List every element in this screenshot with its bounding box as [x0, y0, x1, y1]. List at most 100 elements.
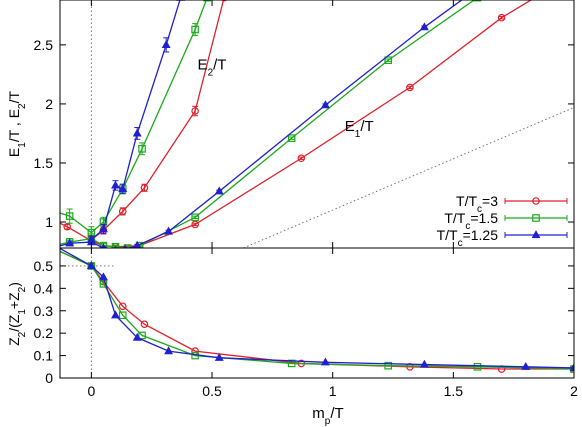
series-line [60, 250, 574, 370]
data-point [111, 180, 120, 189]
y-tick-label: 0.3 [34, 303, 54, 319]
data-point [320, 357, 330, 366]
data-point [384, 56, 392, 65]
data-point [132, 332, 142, 341]
data-point [99, 280, 108, 288]
y-tick-label: 0.4 [34, 280, 54, 296]
top-series-T-Tc-1.5-E1 [40, 0, 482, 251]
legend-item: T/Tc=3 [456, 193, 568, 215]
data-point [123, 244, 128, 248]
y-tick-label: 0.2 [34, 325, 54, 341]
top-y-axis-label: E1/T , E2/T [6, 90, 28, 157]
legend-marker [532, 214, 540, 222]
top-series-T-Tc-1.25-E2 [86, 0, 186, 244]
y-tick-label: 1.5 [34, 155, 54, 171]
data-point [384, 361, 392, 370]
data-point [164, 346, 174, 355]
top-panel: 1 1.5 2 2.5 E2/T E1/T T/Tc=3T/Tc=1.5T/Tc=1.… [6, 0, 575, 253]
data-point [118, 311, 127, 320]
data-point [473, 362, 482, 371]
data-point [406, 83, 414, 92]
data-point [191, 107, 199, 115]
data-point [419, 22, 429, 31]
legend-item: T/Tc=1.5 [444, 210, 568, 232]
y-tick-label: 2 [45, 96, 53, 112]
legend: T/Tc=3T/Tc=1.5T/Tc=1.25 [437, 193, 568, 249]
bottom-panel: 0 0.1 0.2 0.3 0.4 0.5 0 0.5 1 1.5 2 Z2/(Z1+Z2) mp… [6, 235, 578, 427]
x-tick-label: 2 [570, 383, 578, 399]
data-point [40, 247, 47, 253]
reference-line [243, 107, 574, 248]
x-tick-label: 1.5 [444, 383, 464, 399]
data-point [123, 244, 132, 248]
bottom-plot-frame [59, 247, 575, 379]
data-point [118, 302, 127, 311]
annotation-e1: E1/T [345, 118, 374, 140]
data-point [164, 226, 174, 235]
data-point [140, 320, 149, 329]
data-point [86, 261, 96, 270]
data-point [100, 243, 107, 248]
data-point [297, 154, 306, 163]
y-tick-label: 0.1 [34, 348, 54, 364]
bottom-series-T-Tc-1.5 [40, 240, 574, 373]
y-tick-label: 0.5 [34, 258, 54, 274]
data-point [161, 40, 171, 48]
legend-marker [531, 230, 541, 239]
data-point [521, 361, 531, 370]
x-tick-label: 1 [329, 383, 337, 399]
data-point [140, 183, 149, 192]
data-point [111, 243, 120, 248]
data-point [287, 359, 296, 368]
data-point [497, 13, 506, 22]
data-point [214, 353, 224, 361]
data-point [214, 186, 224, 195]
x-axis-label: mp/T [312, 405, 343, 427]
legend-item: T/Tc=1.25 [437, 227, 568, 249]
data-point [118, 184, 128, 193]
data-point [98, 224, 108, 233]
data-point [65, 238, 75, 247]
data-point [138, 331, 146, 340]
data-point [221, 0, 228, 2]
data-point [203, 0, 212, 2]
data-point [65, 212, 74, 220]
data-point [40, 205, 46, 211]
data-point [118, 207, 127, 216]
data-point [40, 235, 47, 241]
data-point [320, 100, 330, 109]
bottom-series-T-Tc-1.25 [40, 235, 574, 372]
series-line [90, 0, 181, 241]
data-point [191, 213, 199, 222]
legend-label: T/Tc=3 [456, 193, 498, 215]
series-line [60, 0, 463, 248]
data-point [191, 25, 199, 34]
top-series-T-Tc-1.5-E2 [40, 0, 212, 240]
x-tick-label: 0 [87, 383, 95, 399]
series-line [60, 0, 476, 248]
legend-label: T/Tc=1.5 [444, 210, 498, 232]
data-point [138, 145, 146, 153]
data-point [473, 0, 482, 2]
data-point [111, 310, 120, 319]
y-tick-label: 2.5 [34, 37, 54, 53]
y-tick-label: 1 [45, 214, 53, 230]
data-point [133, 240, 142, 248]
data-point [191, 220, 199, 229]
data-point [40, 240, 46, 246]
bottom-y-axis-label: Z2/(Z1+Z2) [6, 282, 28, 346]
legend-marker [532, 197, 540, 205]
annotation-e2: E2/T [198, 57, 227, 79]
data-point [287, 134, 296, 142]
data-point [40, 245, 46, 251]
data-point [569, 363, 574, 372]
series-line [60, 0, 208, 234]
data-point [98, 272, 108, 281]
series-line [60, 250, 574, 370]
data-point [132, 128, 142, 137]
data-point [419, 359, 429, 368]
data-point [99, 241, 108, 248]
legend-label: T/Tc=1.25 [437, 227, 499, 249]
bottom-series-T-Tc-3 [60, 250, 574, 373]
